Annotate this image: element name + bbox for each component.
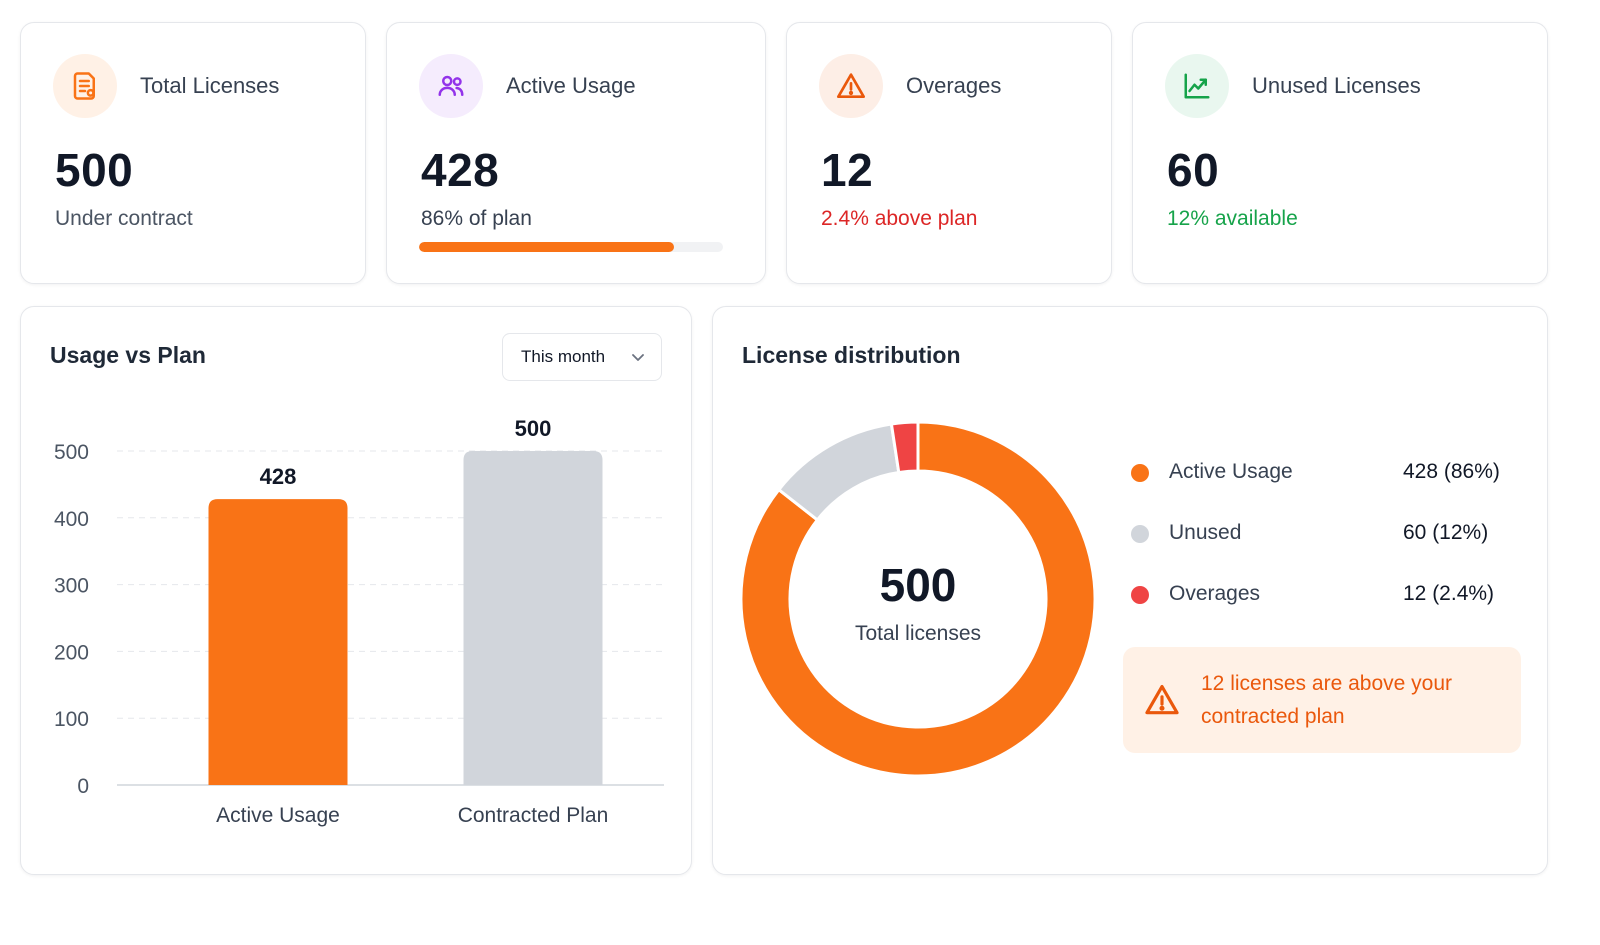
donut-slice-overages (889, 420, 920, 475)
trend-up-icon (1165, 54, 1229, 118)
kpi-label: Total Licenses (140, 73, 280, 98)
legend-value: 60 (12%) (1403, 521, 1489, 544)
license-donut-chart: 500 Total licenses (739, 420, 1097, 778)
period-dropdown-label: This month (521, 347, 606, 366)
license-distribution-card: License distribution 500 Total licenses A… (712, 306, 1548, 875)
users-icon (419, 54, 483, 118)
usage-progress-bar (419, 242, 723, 252)
bar-value-label: 500 (515, 416, 552, 441)
bar-active-usage (208, 499, 348, 785)
y-tick-label: 300 (54, 575, 89, 598)
chevron-down-icon (632, 354, 644, 361)
kpi-subtext: 2.4% above plan (821, 207, 978, 230)
y-tick-label: 0 (77, 775, 89, 798)
legend-item-overages: Overages 12 (2.4%) (1131, 575, 1521, 636)
legend-value: 12 (2.4%) (1403, 582, 1495, 605)
y-tick-label: 500 (54, 441, 89, 464)
kpi-value: 500 (55, 144, 134, 196)
document-icon (53, 54, 117, 118)
kpi-label: Unused Licenses (1252, 73, 1421, 98)
legend-label: Active Usage (1169, 460, 1293, 483)
donut-center-value: 500 (880, 559, 957, 611)
kpi-subtext: 12% available (1167, 207, 1298, 230)
bar-value-label: 428 (260, 464, 297, 489)
y-tick-label: 400 (54, 508, 89, 531)
kpi-value: 12 (821, 144, 874, 196)
legend-label: Overages (1169, 582, 1261, 605)
legend-label: Unused (1169, 521, 1242, 544)
legend-dot (1131, 586, 1149, 604)
usage-progress-fill (419, 242, 675, 252)
kpi-subtext: Under contract (55, 207, 193, 230)
warning-icon (819, 54, 883, 118)
overage-alert: 12 licenses are above your contracted pl… (1123, 647, 1521, 753)
warning-icon (1145, 684, 1179, 715)
donut-center-label: Total licenses (855, 622, 981, 645)
kpi-card-active-usage: Active Usage 428 86% of plan (386, 22, 766, 284)
donut-slice-active-usage (739, 420, 1097, 778)
kpi-card-unused-licenses: Unused Licenses 60 12% available (1132, 22, 1548, 284)
y-tick-label: 200 (54, 641, 89, 664)
legend-dot (1131, 525, 1149, 543)
kpi-card-total-licenses: Total Licenses 500 Under contract (20, 22, 366, 284)
usage-vs-plan-card: Usage vs Plan This month 0 100 200 300 400 50… (20, 306, 692, 875)
legend-dot (1131, 464, 1149, 482)
alert-message: 12 licenses are above your contracted pl… (1201, 672, 1452, 728)
usage-bar-chart: 0 100 200 300 400 500 428 Active Usage 500 Contra… (54, 416, 664, 827)
y-tick-label: 100 (54, 708, 89, 731)
legend-value: 428 (86%) (1403, 460, 1500, 483)
kpi-label: Overages (906, 73, 1002, 98)
donut-slice-unused (776, 422, 901, 523)
usage-chart-title: Usage vs Plan (50, 342, 206, 368)
distribution-title: License distribution (742, 342, 961, 368)
x-category-label: Active Usage (216, 804, 340, 827)
bar-contracted-plan (463, 451, 603, 785)
legend-item-unused: Unused 60 (12%) (1131, 514, 1521, 575)
kpi-label: Active Usage (506, 73, 636, 98)
x-category-label: Contracted Plan (458, 804, 609, 827)
distribution-legend: Active Usage 428 (86%) Unused 60 (12%) O… (1131, 453, 1521, 636)
period-dropdown[interactable]: This month (502, 333, 662, 381)
kpi-subtext: 86% of plan (421, 207, 532, 230)
legend-item-active-usage: Active Usage 428 (86%) (1131, 453, 1521, 514)
kpi-value: 60 (1167, 144, 1220, 196)
kpi-card-overages: Overages 12 2.4% above plan (786, 22, 1112, 284)
kpi-value: 428 (421, 144, 500, 196)
